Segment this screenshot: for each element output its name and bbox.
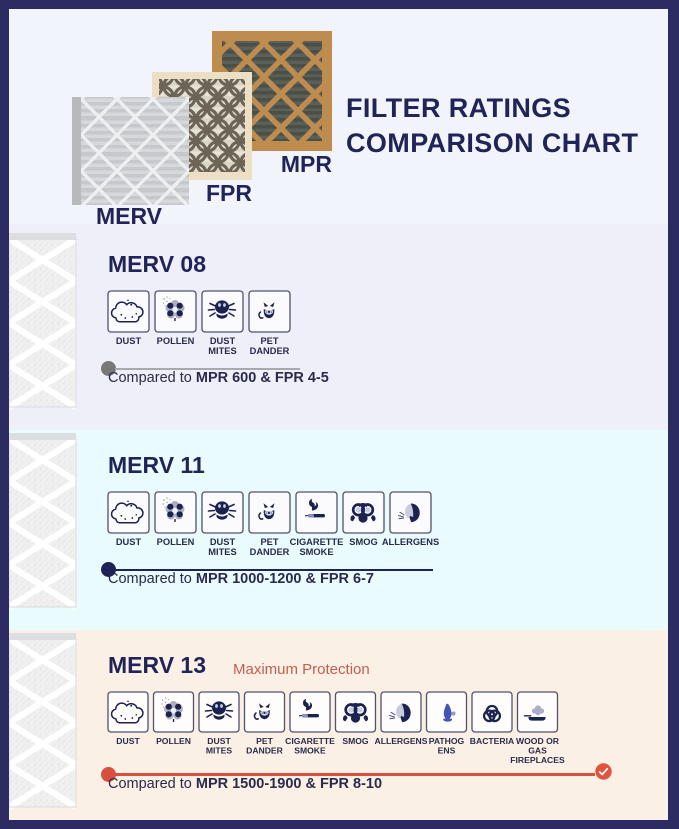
svg-text:SMOG: SMOG [349, 537, 377, 547]
svg-text:DUST: DUST [116, 336, 142, 346]
svg-text:POLLEN: POLLEN [157, 537, 195, 547]
svg-text:DUST: DUST [116, 537, 142, 547]
svg-text:POLLEN: POLLEN [156, 736, 191, 746]
svg-text:POLLEN: POLLEN [157, 336, 195, 346]
svg-text:DUST: DUST [116, 736, 140, 746]
svg-text:ALLERGENS: ALLERGENS [375, 736, 428, 746]
svg-text:SMOG: SMOG [342, 736, 369, 746]
svg-text:ALLERGENS: ALLERGENS [382, 537, 439, 547]
svg-text:BACTERIA: BACTERIA [470, 736, 514, 746]
